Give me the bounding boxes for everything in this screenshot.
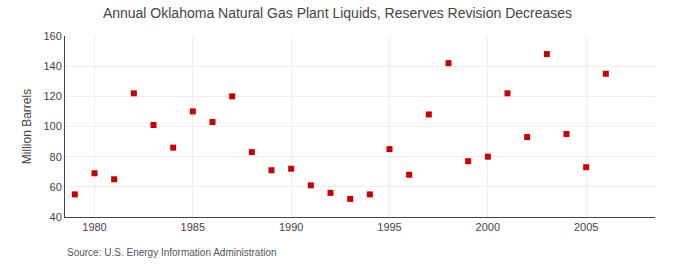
svg-text:100: 100: [43, 120, 61, 132]
svg-text:60: 60: [50, 181, 62, 193]
svg-text:1985: 1985: [181, 221, 205, 233]
svg-text:Annual Oklahoma Natural Gas Pl: Annual Oklahoma Natural Gas Plant Liquid…: [103, 5, 572, 21]
svg-text:Million Barrels: Million Barrels: [20, 89, 34, 164]
svg-text:Source: U.S. Energy Informatio: Source: U.S. Energy Information Administ…: [67, 247, 277, 258]
svg-text:40: 40: [50, 211, 62, 223]
svg-text:160: 160: [43, 30, 61, 42]
svg-text:120: 120: [43, 90, 61, 102]
svg-text:80: 80: [50, 151, 62, 163]
svg-text:1980: 1980: [82, 221, 106, 233]
svg-text:1995: 1995: [377, 221, 401, 233]
svg-text:1990: 1990: [279, 221, 303, 233]
svg-text:2000: 2000: [476, 221, 500, 233]
svg-text:2005: 2005: [574, 221, 598, 233]
svg-text:140: 140: [43, 60, 61, 72]
